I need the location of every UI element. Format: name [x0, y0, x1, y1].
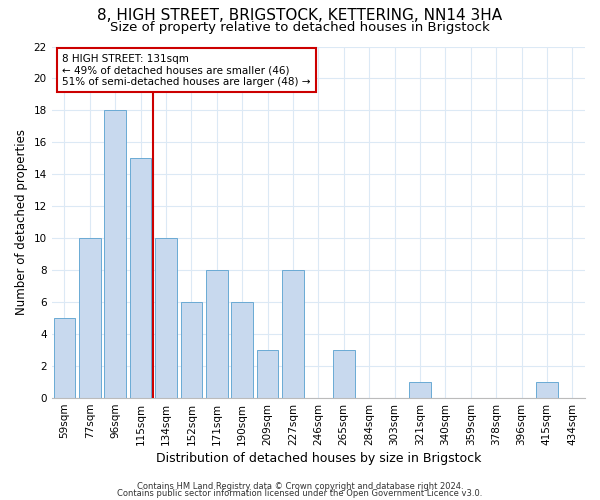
Bar	[536, 382, 557, 398]
Text: 8, HIGH STREET, BRIGSTOCK, KETTERING, NN14 3HA: 8, HIGH STREET, BRIGSTOCK, KETTERING, NN…	[97, 8, 503, 22]
Bar	[104, 110, 126, 398]
Text: Contains public sector information licensed under the Open Government Licence v3: Contains public sector information licen…	[118, 490, 482, 498]
Text: 8 HIGH STREET: 131sqm
← 49% of detached houses are smaller (46)
51% of semi-deta: 8 HIGH STREET: 131sqm ← 49% of detached …	[62, 54, 311, 86]
Bar	[155, 238, 177, 398]
Bar	[282, 270, 304, 398]
Bar	[53, 318, 75, 398]
Bar	[409, 382, 431, 398]
Bar	[206, 270, 227, 398]
Bar	[79, 238, 101, 398]
Text: Size of property relative to detached houses in Brigstock: Size of property relative to detached ho…	[110, 21, 490, 34]
Bar	[257, 350, 278, 398]
Bar	[130, 158, 151, 398]
Bar	[232, 302, 253, 398]
Bar	[181, 302, 202, 398]
Text: Contains HM Land Registry data © Crown copyright and database right 2024.: Contains HM Land Registry data © Crown c…	[137, 482, 463, 491]
Y-axis label: Number of detached properties: Number of detached properties	[15, 130, 28, 316]
Bar	[333, 350, 355, 398]
X-axis label: Distribution of detached houses by size in Brigstock: Distribution of detached houses by size …	[155, 452, 481, 465]
